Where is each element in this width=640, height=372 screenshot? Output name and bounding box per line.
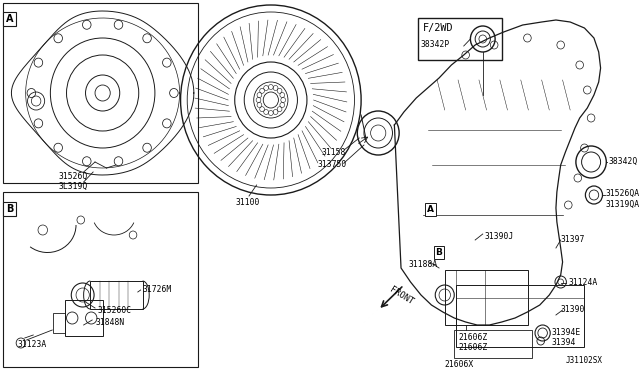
Text: 31394E: 31394E [551,328,580,337]
Text: 3L319Q: 3L319Q [59,182,88,191]
Text: J31102SX: J31102SX [566,356,602,365]
Bar [3,192,198,367]
Bar [418,18,502,60]
Text: A: A [6,14,13,24]
Bar [90,281,143,309]
Bar [65,300,102,336]
Text: 31188A: 31188A [408,260,438,269]
Bar [456,285,584,347]
Bar [3,3,198,183]
Text: 31390: 31390 [561,305,585,314]
Text: 315260C: 315260C [98,306,132,315]
Text: F/2WD: F/2WD [423,23,454,33]
Text: 38342P: 38342P [420,40,449,49]
Text: 31123A: 31123A [17,340,46,349]
Text: 31100: 31100 [236,198,260,207]
Text: 31158: 31158 [321,148,346,157]
Text: 31397: 31397 [561,235,585,244]
Bar [445,270,529,325]
Text: 21606X: 21606X [445,360,474,369]
Text: 31319QA: 31319QA [605,200,639,209]
Text: 31726M: 31726M [143,285,172,294]
Text: B: B [436,248,442,257]
Text: 38342Q: 38342Q [608,157,637,166]
Text: 31526Q: 31526Q [59,172,88,181]
Text: 31848N: 31848N [95,318,124,327]
Text: 31526QA: 31526QA [605,189,639,198]
Text: B: B [6,204,13,214]
Text: FRONT: FRONT [388,285,415,307]
Bar [454,330,532,358]
Text: 313750: 313750 [317,160,347,169]
Text: 21606Z: 21606Z [458,343,487,352]
Bar [53,313,65,333]
Text: 31394: 31394 [551,338,575,347]
Text: 31390J: 31390J [484,232,514,241]
Text: 31124A: 31124A [568,278,598,287]
Text: 21606Z: 21606Z [458,333,487,342]
Text: A: A [427,205,434,214]
